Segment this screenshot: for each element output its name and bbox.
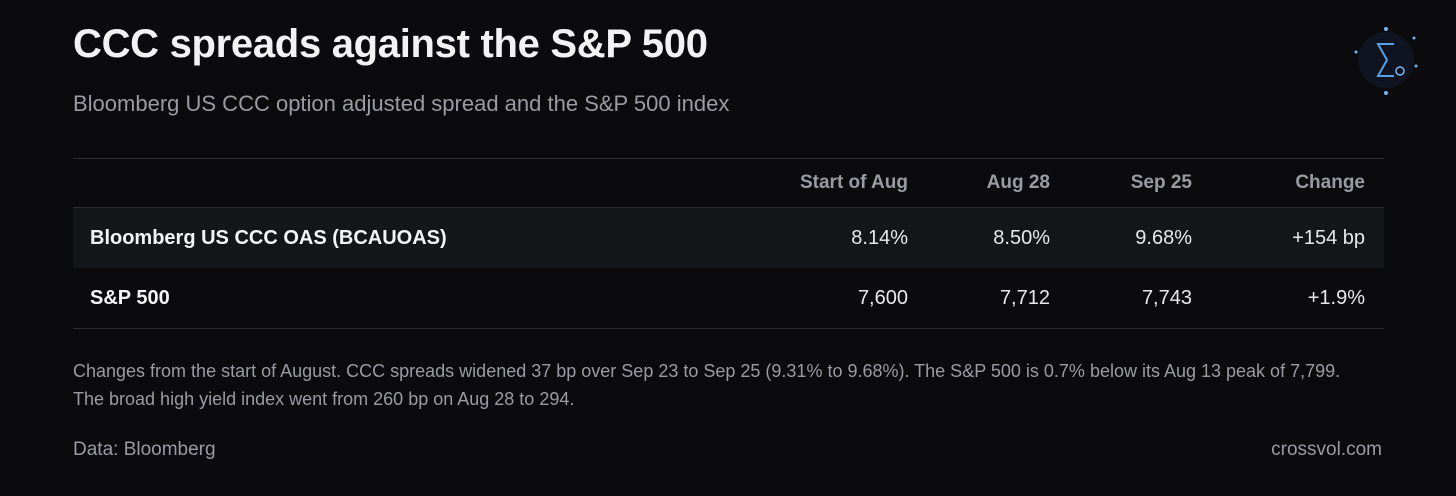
column-header: Start of Aug [799, 172, 908, 193]
table-header: Start of Aug Aug 28 Sep 25 Change [73, 159, 1384, 208]
table-cell: 7,743 [1141, 286, 1192, 309]
table: Start of Aug Aug 28 Sep 25 Change Bloomb… [73, 158, 1384, 329]
logo-dot [1412, 36, 1416, 40]
column-header: Sep 25 [1130, 172, 1192, 193]
table-cell: 7,600 [857, 286, 908, 309]
table-cell: 9.68% [1135, 226, 1192, 249]
column-header: Aug 28 [986, 172, 1050, 193]
logo-dot [1384, 91, 1388, 95]
logo-sigma [1376, 43, 1394, 77]
column-header: Change [1295, 172, 1365, 193]
site: crossvol.com [1271, 439, 1382, 460]
table-cell: +154 bp [1292, 226, 1365, 249]
table-cell: +1.9% [1307, 286, 1365, 309]
row-label: S&P 500 [90, 286, 170, 309]
logo-dot [1384, 27, 1388, 31]
logo-dot [1414, 64, 1418, 68]
note: Changes from the start of August. CCC sp… [73, 361, 1341, 409]
row-label: Bloomberg US CCC OAS (BCAUOAS) [90, 226, 447, 249]
logo [1354, 27, 1418, 95]
source: Data: Bloomberg [73, 439, 216, 460]
subtitle: Bloomberg US CCC option adjusted spread … [73, 91, 730, 116]
table-cell: 8.50% [993, 226, 1050, 249]
title: CCC spreads against the S&P 500 [73, 22, 708, 66]
table-cell: 7,712 [999, 286, 1050, 309]
table-cell: 8.14% [851, 226, 908, 249]
logo-dot [1354, 50, 1358, 54]
table-row: Bloomberg US CCC OAS (BCAUOAS) 8.14% 8.5… [73, 208, 1384, 268]
table-row: S&P 500 7,600 7,712 7,743 +1.9% [73, 268, 1384, 328]
logo-sigma-small [1395, 66, 1405, 76]
